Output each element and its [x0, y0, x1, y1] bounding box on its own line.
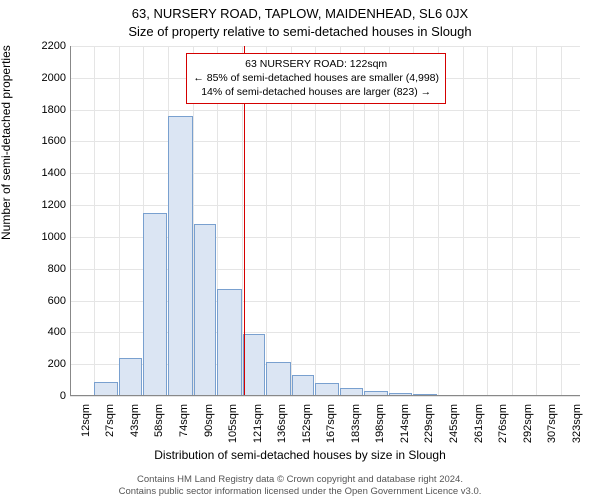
footer-attribution: Contains HM Land Registry data © Crown c…	[0, 474, 600, 498]
y-tick-label: 800	[26, 263, 66, 275]
histogram-bar	[119, 358, 142, 396]
x-axis-line	[70, 395, 580, 396]
gridline-v	[119, 46, 120, 396]
x-tick-label: 323sqm	[571, 404, 573, 443]
histogram-bar	[143, 213, 167, 396]
x-tick-label: 105sqm	[227, 404, 229, 443]
x-tick-label: 183sqm	[350, 404, 352, 443]
x-tick-label: 58sqm	[153, 404, 155, 437]
y-tick-label: 1200	[26, 199, 66, 211]
gridline-h	[70, 396, 580, 397]
x-tick-label: 245sqm	[448, 404, 450, 443]
x-tick-label: 276sqm	[497, 404, 499, 443]
x-tick-label: 43sqm	[129, 404, 131, 437]
gridline-v	[536, 46, 537, 396]
x-tick-label: 292sqm	[522, 404, 524, 443]
gridline-h	[70, 205, 580, 206]
annotation-box: 63 NURSERY ROAD: 122sqm← 85% of semi-det…	[186, 53, 446, 104]
y-tick-label: 1000	[26, 231, 66, 243]
histogram-bar	[266, 362, 290, 396]
gridline-h	[70, 110, 580, 111]
y-tick-label: 2200	[26, 40, 66, 52]
x-tick-label: 27sqm	[104, 404, 106, 437]
x-tick-label: 167sqm	[325, 404, 327, 443]
x-tick-label: 74sqm	[178, 404, 180, 437]
y-tick-label: 200	[26, 358, 66, 370]
y-axis-label: Number of semi-detached properties	[0, 45, 13, 240]
gridline-v	[463, 46, 464, 396]
y-tick-label: 2000	[26, 72, 66, 84]
footer-line2: Contains public sector information licen…	[0, 486, 600, 498]
annotation-line3: 14% of semi-detached houses are larger (…	[193, 85, 439, 99]
gridline-h	[70, 141, 580, 142]
x-tick-label: 229sqm	[423, 404, 425, 443]
chart-inner: 0200400600800100012001400160018002000220…	[70, 46, 580, 396]
x-tick-label: 307sqm	[546, 404, 548, 443]
histogram-bar	[194, 224, 217, 396]
y-tick-label: 1400	[26, 167, 66, 179]
x-tick-label: 214sqm	[399, 404, 401, 443]
x-tick-label: 90sqm	[203, 404, 205, 437]
y-tick-label: 600	[26, 295, 66, 307]
x-tick-label: 261sqm	[473, 404, 475, 443]
histogram-bar	[94, 382, 118, 396]
y-tick-label: 1800	[26, 104, 66, 116]
x-tick-label: 12sqm	[80, 404, 82, 437]
gridline-v	[487, 46, 488, 396]
y-tick-label: 0	[26, 390, 66, 402]
x-axis-label: Distribution of semi-detached houses by …	[0, 448, 600, 462]
histogram-bar	[243, 334, 266, 396]
gridline-v	[512, 46, 513, 396]
x-tick-label: 136sqm	[276, 404, 278, 443]
y-axis-line	[70, 46, 71, 396]
gridline-h	[70, 46, 580, 47]
chart-plot-area: 0200400600800100012001400160018002000220…	[70, 46, 580, 396]
histogram-bar	[217, 289, 241, 396]
y-tick-label: 400	[26, 326, 66, 338]
gridline-v	[561, 46, 562, 396]
gridline-h	[70, 173, 580, 174]
page-title-line1: 63, NURSERY ROAD, TAPLOW, MAIDENHEAD, SL…	[0, 6, 600, 21]
x-tick-label: 198sqm	[374, 404, 376, 443]
footer-line1: Contains HM Land Registry data © Crown c…	[0, 474, 600, 486]
x-tick-label: 152sqm	[301, 404, 303, 443]
page-title-line2: Size of property relative to semi-detach…	[0, 24, 600, 39]
y-tick-label: 1600	[26, 135, 66, 147]
histogram-bar	[292, 375, 315, 396]
annotation-line2: ← 85% of semi-detached houses are smalle…	[193, 71, 439, 85]
x-tick-label: 121sqm	[252, 404, 254, 443]
gridline-v	[94, 46, 95, 396]
histogram-bar	[168, 116, 192, 396]
page-root: 63, NURSERY ROAD, TAPLOW, MAIDENHEAD, SL…	[0, 0, 600, 500]
annotation-line1: 63 NURSERY ROAD: 122sqm	[193, 57, 439, 71]
